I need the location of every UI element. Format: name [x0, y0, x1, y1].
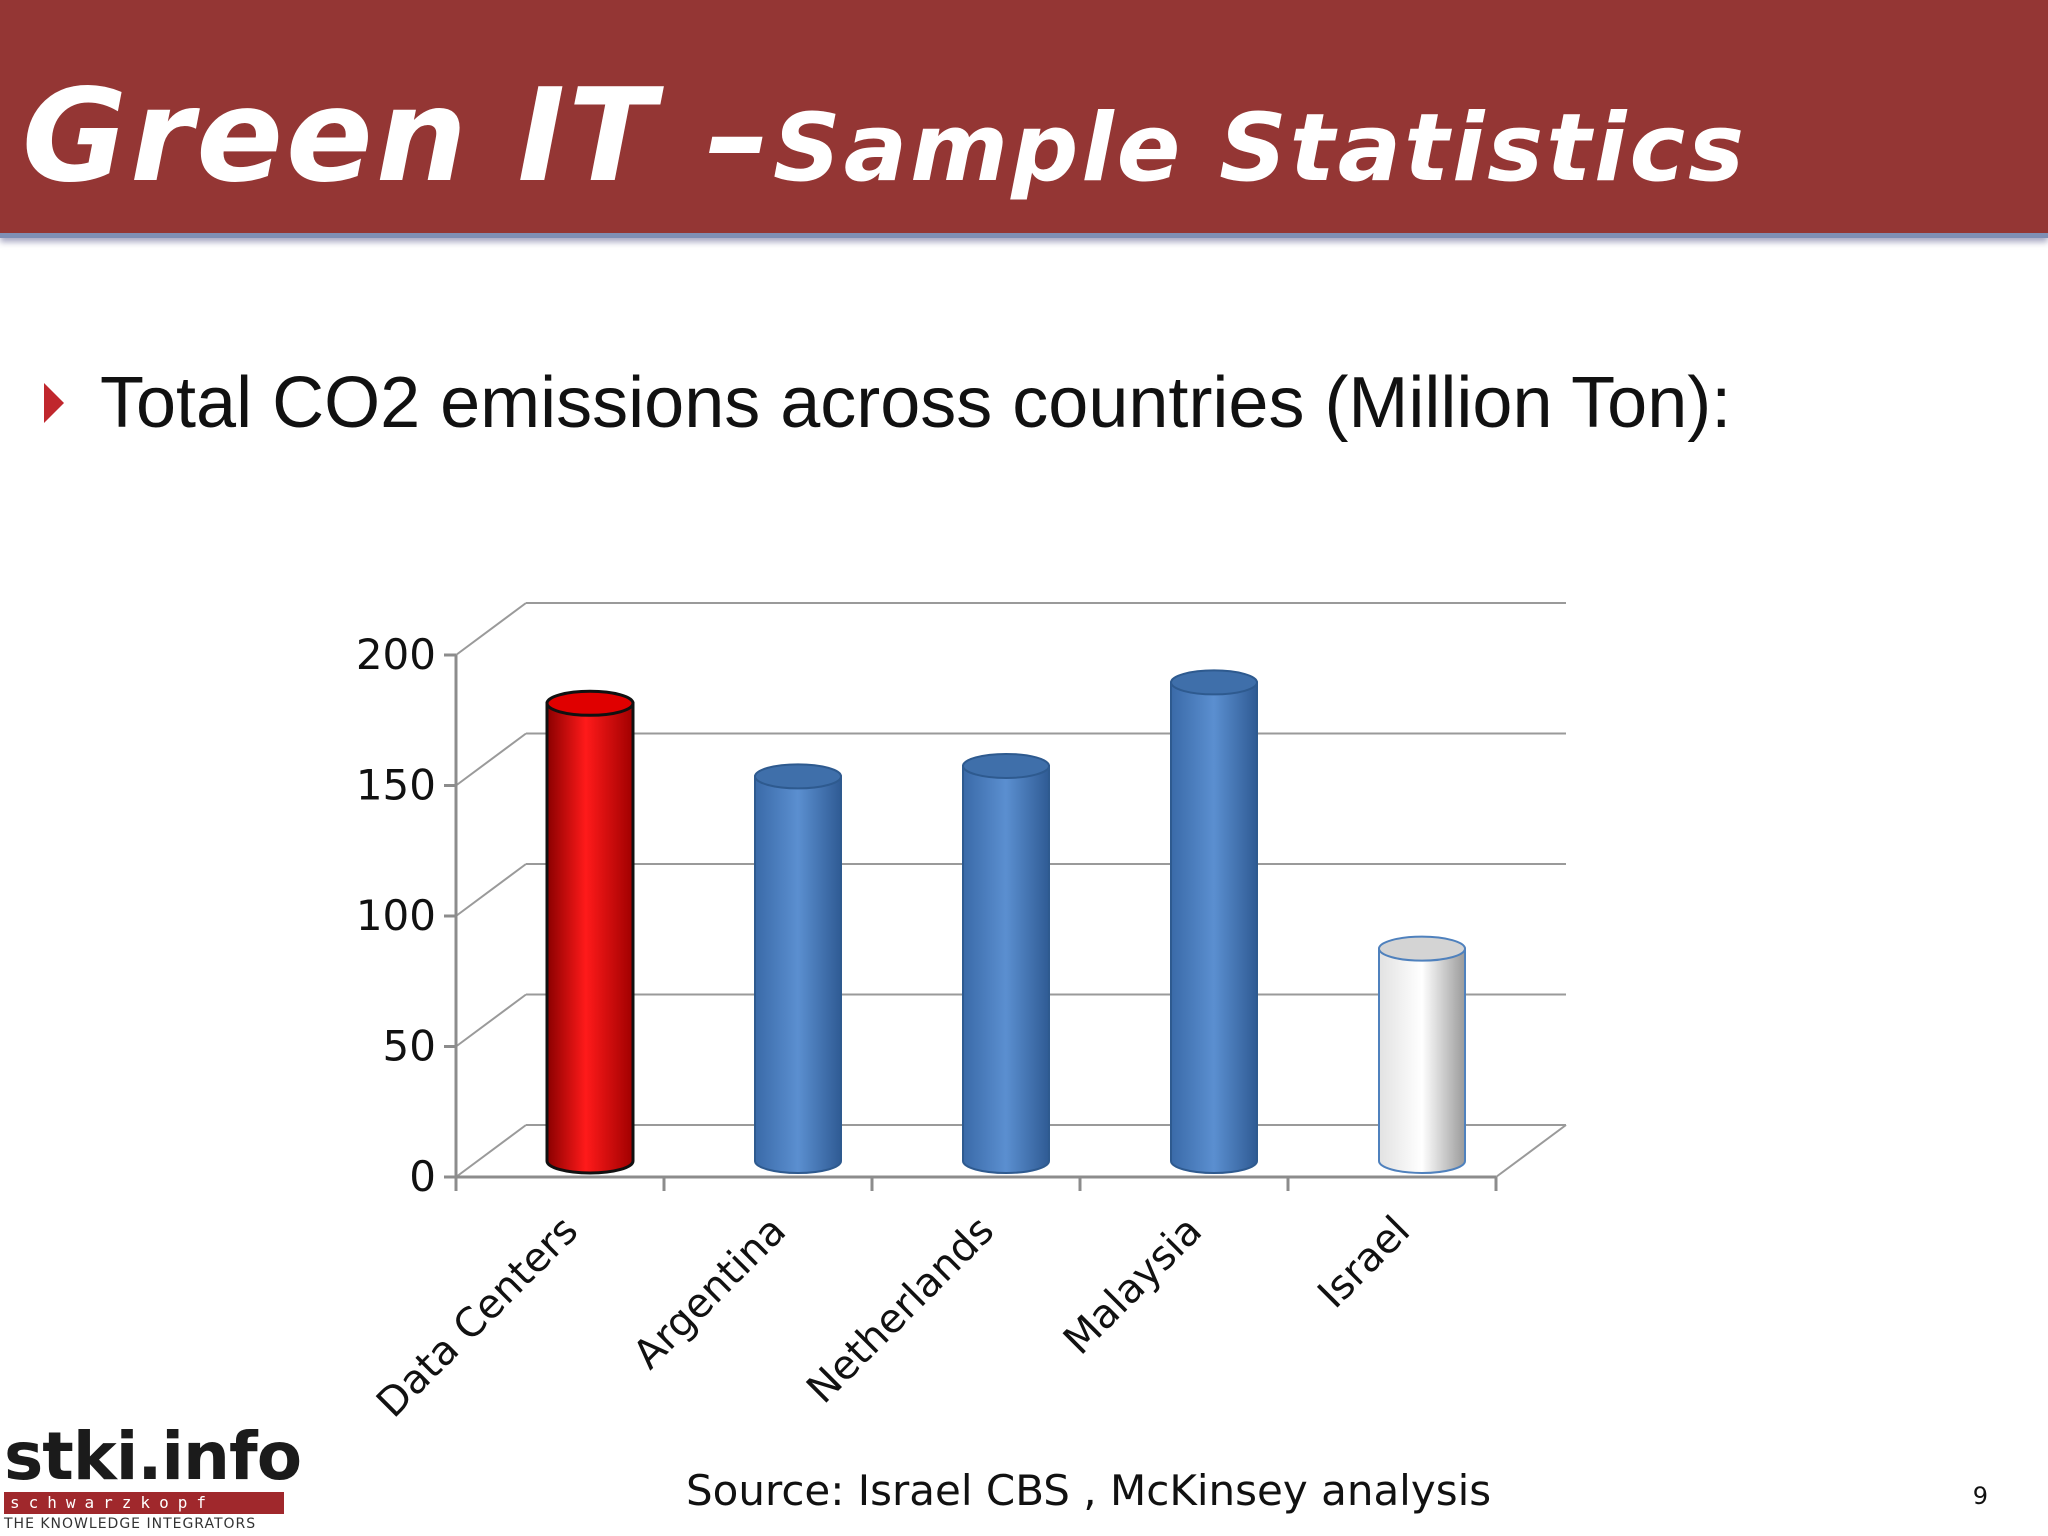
title-sub: Sample Statistics: [773, 94, 1748, 203]
logo-name: stki.info: [4, 1418, 302, 1495]
y-tick-label-200: 200: [356, 630, 436, 679]
bullet-arrow-icon: [44, 383, 64, 423]
slide-header: Green IT –Sample Statistics: [0, 0, 2048, 238]
bar-argentina: [754, 763, 842, 1174]
floor-edge: [1495, 1124, 1567, 1178]
title-main: Green IT –: [22, 62, 773, 211]
gridline-depth-150: [455, 732, 527, 787]
logo-strip: schwarzkopf: [4, 1492, 284, 1514]
category-label-malaysia: Malaysia: [1055, 1208, 1211, 1364]
y-tick-label-0: 0: [409, 1152, 436, 1201]
y-tick-label-100: 100: [356, 891, 436, 940]
gridline-depth-50: [455, 993, 527, 1048]
logo-tagline: THE KNOWLEDGE INTEGRATORS: [4, 1516, 257, 1532]
page-number: 9: [1972, 1482, 1988, 1510]
gridline-depth-100: [455, 863, 527, 917]
category-label-israel: Israel: [1309, 1208, 1419, 1318]
header-rule: [0, 233, 2048, 238]
category-label-netherlands: Netherlands: [798, 1208, 1003, 1413]
category-label-data-centers: Data Centers: [368, 1208, 587, 1427]
source-note: Source: Israel CBS , McKinsey analysis: [686, 1466, 1492, 1515]
gridline-depth-0: [455, 1124, 527, 1178]
slide-title: Green IT –Sample Statistics: [22, 62, 1747, 211]
stki-logo: stki.info schwarzkopf THE KNOWLEDGE INTE…: [4, 1418, 302, 1534]
chart-labels: 0 50 100 150 200 Data Centers Argentina Netherl…: [356, 630, 1419, 1427]
gridline-depth-200: [455, 602, 527, 656]
bullet-text: Total CO2 emissions across countries (Mi…: [100, 363, 1732, 443]
bar-netherlands: [962, 752, 1050, 1174]
bar-malaysia: [1170, 669, 1258, 1174]
bar-israel: [1378, 935, 1466, 1174]
chart-bars: [545, 669, 1466, 1175]
bullet-item: Total CO2 emissions across countries (Mi…: [44, 358, 1731, 448]
y-tick-label-50: 50: [383, 1022, 436, 1071]
co2-bar-chart: 0 50 100 150 200 Data Centers Argentina Netherl…: [356, 602, 1567, 1427]
category-label-argentina: Argentina: [625, 1208, 796, 1379]
bar-data-centers: [545, 689, 635, 1175]
chart-axes: [444, 653, 1498, 1191]
y-tick-label-150: 150: [356, 761, 436, 810]
